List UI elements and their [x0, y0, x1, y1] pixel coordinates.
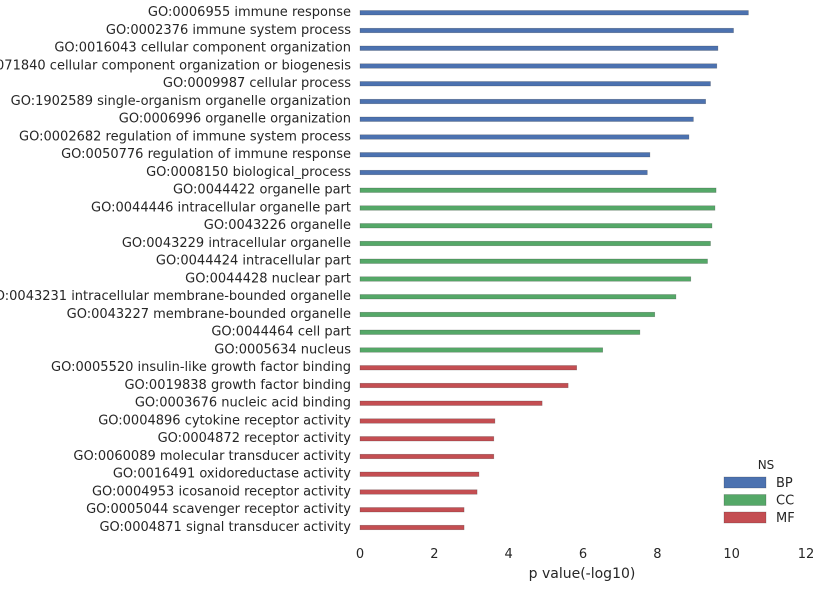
bar-cc-9 [359, 329, 641, 335]
category-label: GO:0043227 membrane-bounded organelle [67, 307, 351, 322]
category-label: GO:0006955 immune response [148, 5, 351, 20]
legend-swatch-mf [723, 511, 767, 524]
x-tick-label: 12 [798, 547, 815, 562]
bar-mf-9 [359, 507, 465, 513]
bar-mf-8 [359, 489, 478, 495]
category-label: GO:0002376 immune system process [106, 23, 351, 38]
category-label: GO:0043231 intracellular membrane-bounde… [0, 289, 351, 304]
bar-cc-4 [359, 240, 711, 247]
bar-mf-5 [359, 436, 495, 442]
category-label: GO:0019838 growth factor binding [124, 378, 351, 393]
category-label: GO:0005520 insulin-like growth factor bi… [51, 360, 351, 375]
legend-items: BP CC MF [723, 476, 795, 526]
category-label: GO:0060089 molecular transducer activity [73, 449, 351, 464]
bar-mf-3 [359, 400, 543, 406]
legend-label-bp: BP [776, 476, 793, 491]
bar-mf-6 [359, 453, 495, 460]
category-label: GO:0043226 organelle [204, 218, 351, 233]
bar-cc-3 [359, 223, 713, 229]
legend-label-cc: CC [776, 494, 794, 509]
category-label: GO:0004896 cytokine receptor activity [98, 413, 351, 428]
x-tick-label: 0 [356, 547, 364, 562]
category-label: GO:0050776 regulation of immune response [61, 147, 351, 162]
category-label: GO:0008150 biological_process [146, 165, 351, 180]
legend: NS BP CC MF [723, 458, 795, 526]
x-axis-ticks: 0 2 4 6 8 10 12 [356, 547, 814, 562]
category-labels: GO:0006955 immune response GO:0002376 imm… [0, 5, 351, 535]
category-label: GO:0044464 cell part [211, 325, 351, 340]
x-axis-label: p value(-log10) [529, 566, 636, 582]
category-label: GO:0071840 cellular component organizati… [0, 58, 351, 73]
category-label: GO:0004953 icosanoid receptor activity [92, 484, 351, 499]
category-label: GO:0005044 scavenger receptor activity [86, 502, 351, 517]
category-label: GO:0002682 regulation of immune system p… [19, 129, 351, 144]
category-label: GO:0044422 organelle part [173, 183, 351, 198]
category-label: GO:0044428 nuclear part [185, 271, 351, 286]
bar-cc-10 [359, 347, 603, 353]
bar-cc-6 [359, 276, 692, 282]
category-label: GO:0044424 intracellular part [156, 254, 351, 269]
category-label: GO:0003676 nucleic acid binding [135, 396, 351, 411]
bar-bp-7 [359, 116, 694, 122]
bar-bp-3 [359, 45, 719, 51]
legend-swatch-bp [723, 476, 767, 489]
category-label: GO:0006996 organelle organization [119, 112, 351, 127]
bar-mf-7 [359, 471, 480, 477]
category-label: GO:0016491 oxidoreductase activity [113, 467, 351, 482]
x-tick-label: 2 [430, 547, 438, 562]
bar-mf-2 [359, 382, 569, 389]
bar-mf-10 [359, 524, 465, 531]
legend-title: NS [758, 458, 775, 472]
bar-cc-7 [359, 294, 677, 300]
bar-cc-8 [359, 311, 656, 318]
x-tick-label: 6 [579, 547, 587, 562]
bar-mf-1 [359, 365, 577, 371]
bar-cc-2 [359, 205, 716, 211]
bar-bp-5 [359, 81, 711, 87]
x-tick-label: 4 [505, 547, 513, 562]
bar-bp-10 [359, 169, 648, 176]
category-label: GO:0043229 intracellular organelle [122, 236, 351, 251]
category-label: GO:0004872 receptor activity [158, 431, 352, 446]
category-label: GO:0044446 intracellular organelle part [91, 200, 351, 215]
bar-bp-6 [359, 98, 706, 105]
category-label: GO:0004871 signal transducer activity [99, 520, 351, 535]
bar-bp-4 [359, 63, 718, 69]
bar-cc-5 [359, 258, 708, 264]
legend-label-mf: MF [776, 511, 795, 526]
category-label: GO:0009987 cellular process [163, 76, 351, 91]
bar-cc-1 [359, 187, 717, 193]
bar-bp-1 [359, 10, 749, 16]
category-label: GO:0016043 cellular component organizati… [54, 41, 351, 56]
x-tick-label: 10 [723, 547, 740, 562]
bar-bp-9 [359, 152, 651, 158]
bar-bp-8 [359, 134, 690, 140]
category-label: GO:1902589 single-organism organelle org… [11, 94, 351, 109]
bar-bp-2 [359, 27, 734, 34]
category-label: GO:0005634 nucleus [214, 342, 351, 357]
legend-swatch-cc [723, 494, 767, 506]
bar-mf-4 [359, 418, 496, 424]
bars-layer [359, 10, 749, 531]
x-tick-label: 8 [653, 547, 661, 562]
